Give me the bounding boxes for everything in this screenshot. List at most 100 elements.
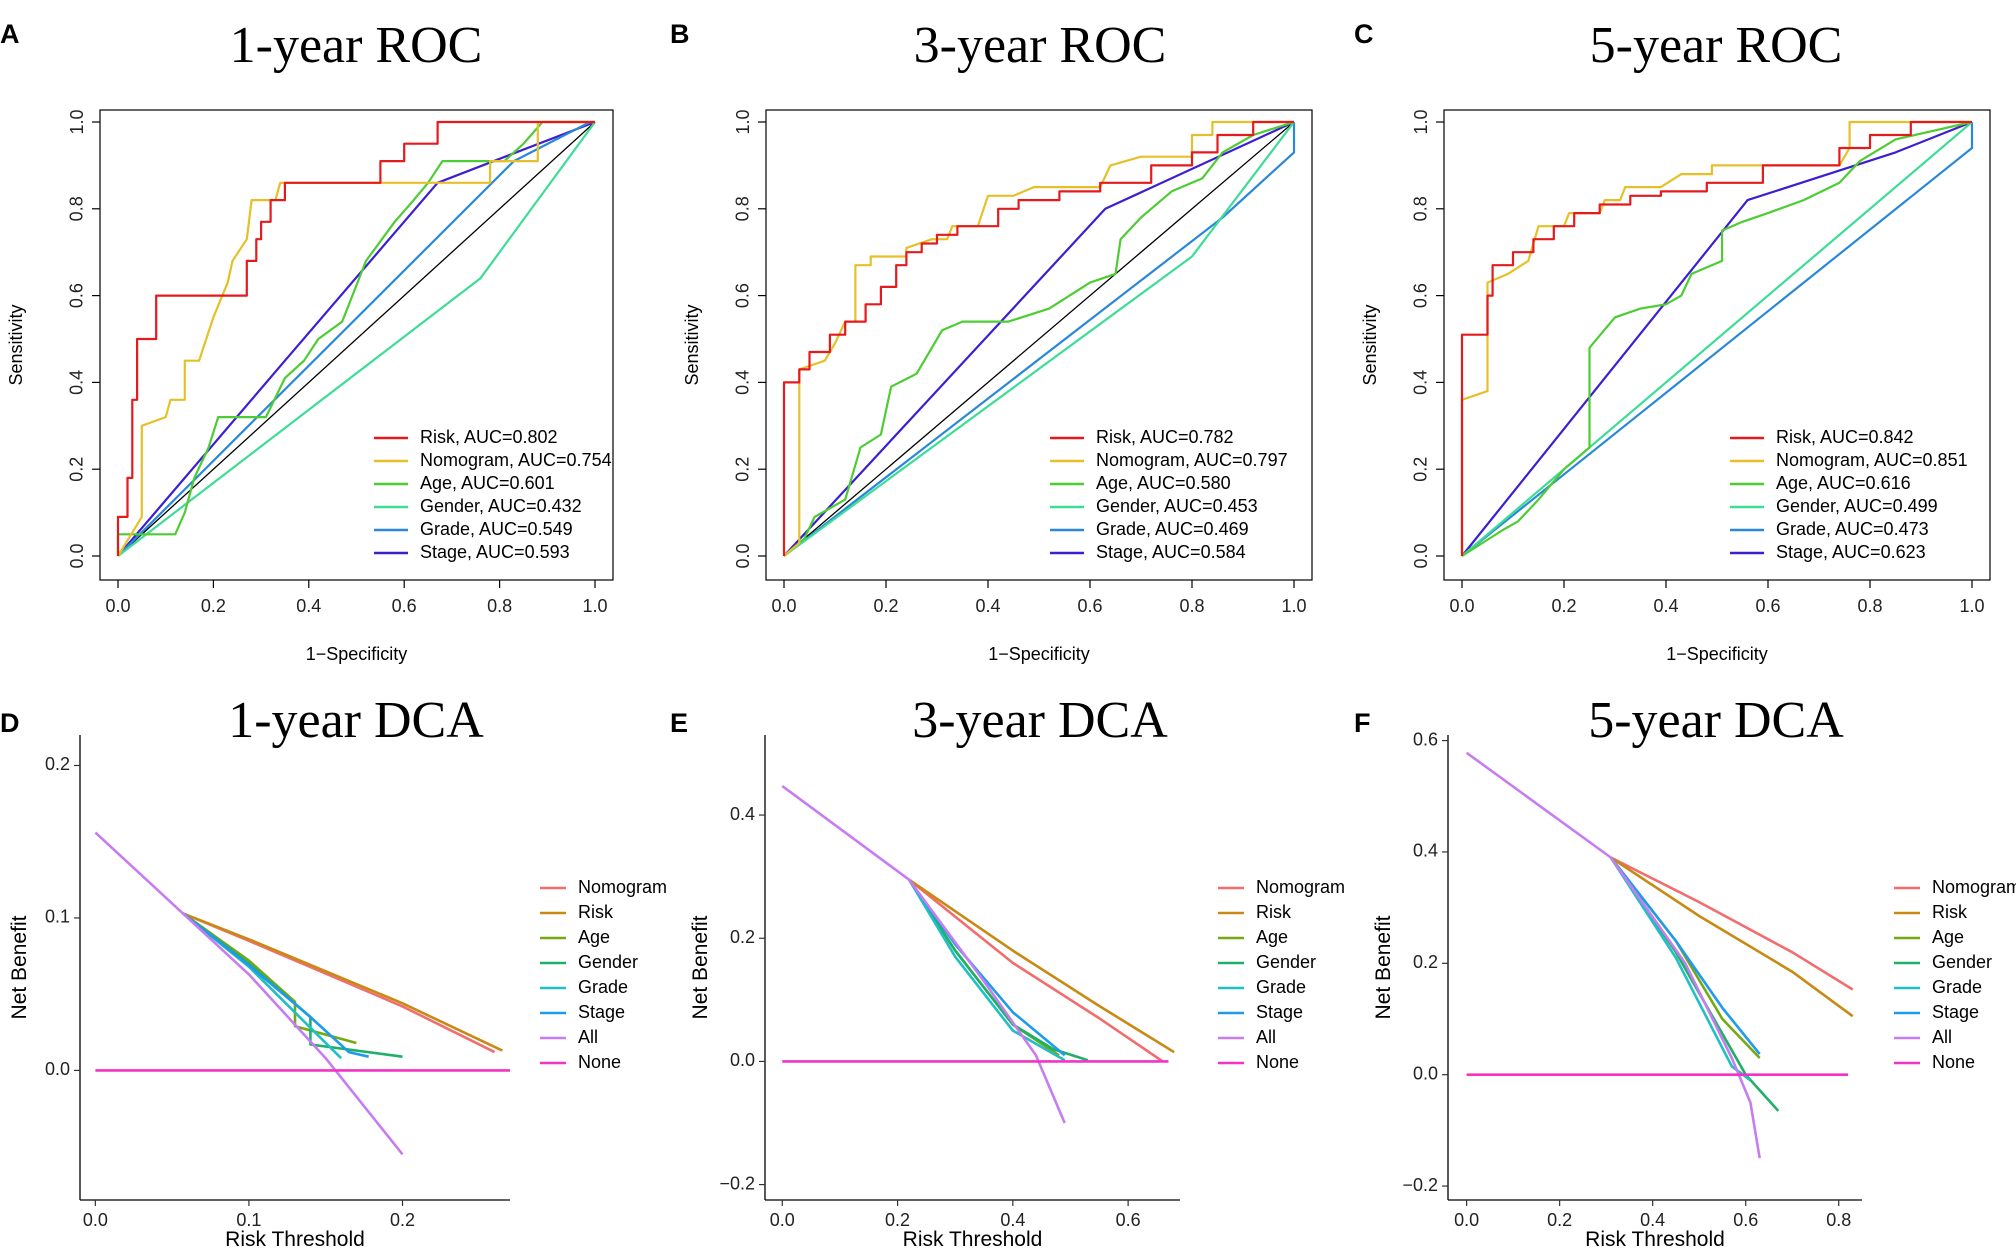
y-tick-label: 0.2 bbox=[1411, 457, 1431, 482]
y-axis-label: Net Benefit bbox=[689, 915, 712, 1019]
legend-label: Gender bbox=[1256, 952, 1316, 972]
panel-b: B 3-year ROC 0.0 0.2 0.4 0.6 0.8 1.0 0.0 0.2 0.4 0.… bbox=[670, 17, 1313, 664]
chart-title: 3-year ROC bbox=[914, 17, 1167, 74]
legend-label: Nomogram bbox=[578, 877, 667, 897]
x-tick-label: 0.6 bbox=[1077, 596, 1102, 616]
legend-label: Gender bbox=[578, 952, 638, 972]
x-tick-label: 0.2 bbox=[201, 596, 226, 616]
y-tick-label: 0.2 bbox=[730, 927, 755, 947]
y-tick-label: 0.8 bbox=[1411, 196, 1431, 221]
series-line-gender bbox=[117, 121, 596, 557]
series-line-all bbox=[94, 831, 404, 1156]
x-tick-label: 0.6 bbox=[1755, 596, 1780, 616]
legend: Risk, AUC=0.802 Nomogram, AUC=0.754 Age, A… bbox=[374, 427, 612, 562]
x-tick-label: 0.0 bbox=[83, 1210, 108, 1230]
series-line-age bbox=[1461, 120, 1973, 557]
x-axis-label: 1−Specificity bbox=[1666, 644, 1768, 664]
series-line-age bbox=[908, 878, 1060, 1057]
panel-letter: F bbox=[1354, 708, 1371, 738]
series-line-gender bbox=[1461, 121, 1973, 557]
series-line-gender bbox=[783, 121, 1295, 557]
series-line-grade bbox=[907, 879, 1066, 1062]
series-line-age bbox=[783, 120, 1295, 557]
x-axis-label: 1−Specificity bbox=[988, 644, 1090, 664]
panel-c: C 5-year ROC 0.0 0.2 0.4 0.6 0.8 1.0 0.0 0.2 0.4 0.… bbox=[1354, 17, 1991, 664]
series-line-stage bbox=[783, 121, 1295, 557]
x-tick-label: 0.8 bbox=[1179, 596, 1204, 616]
y-tick-label: 0.1 bbox=[45, 907, 70, 927]
x-tick-label: 0.8 bbox=[487, 596, 512, 616]
series-line-risk bbox=[182, 912, 503, 1052]
legend-label: Gender, AUC=0.453 bbox=[1096, 496, 1258, 516]
y-axis-label: Net Benefit bbox=[8, 915, 31, 1019]
chart-title: 3-year DCA bbox=[912, 692, 1168, 749]
x-tick-label: 0.0 bbox=[1454, 1210, 1479, 1230]
legend: Nomogram Risk Age Gender Grade Stage All None bbox=[1894, 877, 2016, 1072]
legend-label: Stage, AUC=0.623 bbox=[1776, 542, 1926, 562]
x-tick-label: 0.8 bbox=[1826, 1210, 1851, 1230]
legend: Risk, AUC=0.782 Nomogram, AUC=0.797 Age, A… bbox=[1050, 427, 1288, 562]
legend-label: Risk bbox=[578, 902, 614, 922]
series-line-stage bbox=[1609, 856, 1761, 1055]
y-tick-label: −0.2 bbox=[719, 1173, 755, 1193]
x-axis-label: Risk Threshold bbox=[225, 1228, 365, 1250]
x-tick-label: 1.0 bbox=[1281, 596, 1306, 616]
plot-frame bbox=[99, 109, 614, 581]
x-tick-label: 0.1 bbox=[236, 1210, 261, 1230]
x-tick-label: 0.4 bbox=[1640, 1210, 1665, 1230]
legend-label: Grade, AUC=0.469 bbox=[1096, 519, 1249, 539]
panel-letter: C bbox=[1354, 19, 1374, 49]
legend-label: Stage, AUC=0.584 bbox=[1096, 542, 1246, 562]
series-line-risk bbox=[1610, 856, 1854, 1018]
legend-label: All bbox=[578, 1027, 598, 1047]
y-tick-label: 0.2 bbox=[67, 457, 87, 482]
legend-label: Risk bbox=[1932, 902, 1968, 922]
y-tick-label: 0.4 bbox=[730, 804, 755, 824]
legend-label: Nomogram, AUC=0.797 bbox=[1096, 450, 1288, 470]
x-tick-label: 0.8 bbox=[1857, 596, 1882, 616]
series-line-grade bbox=[1461, 122, 1974, 557]
legend-label: Nomogram bbox=[1932, 877, 2016, 897]
x-tick-label: 0.4 bbox=[296, 596, 321, 616]
legend-label: None bbox=[1256, 1052, 1299, 1072]
legend-label: Risk, AUC=0.842 bbox=[1776, 427, 1914, 447]
legend: Risk, AUC=0.842 Nomogram, AUC=0.851 Age, A… bbox=[1730, 427, 1968, 562]
series-line-all bbox=[781, 785, 1066, 1124]
y-tick-label: 0.4 bbox=[1411, 370, 1431, 395]
series-line-risk bbox=[1460, 120, 1972, 556]
legend-label: Grade bbox=[578, 977, 628, 997]
legend-label: Nomogram, AUC=0.851 bbox=[1776, 450, 1968, 470]
y-tick-label: 0.0 bbox=[730, 1050, 755, 1070]
y-tick-label: 0.0 bbox=[67, 543, 87, 568]
y-axis-label: Net Benefit bbox=[1372, 915, 1395, 1019]
y-tick-label: 0.0 bbox=[733, 543, 753, 568]
y-axis-label: Sensitivity bbox=[682, 304, 702, 385]
chart-title: 5-year DCA bbox=[1588, 692, 1844, 749]
x-tick-label: 1.0 bbox=[582, 596, 607, 616]
panel-f: F 5-year DCA 0.0 0.2 0.4 0.6 0.8 −0.2 0.0 0.2 0.4 0… bbox=[1354, 692, 2016, 1250]
x-axis-label: Risk Threshold bbox=[1585, 1228, 1725, 1250]
legend-label: Grade, AUC=0.473 bbox=[1776, 519, 1929, 539]
y-tick-label: 1.0 bbox=[1411, 109, 1431, 134]
series-line-nomogram bbox=[117, 120, 595, 557]
y-tick-label: 0.2 bbox=[1413, 952, 1438, 972]
legend-label: Grade bbox=[1256, 977, 1306, 997]
series-line-stage bbox=[182, 912, 369, 1058]
legend-label: Stage bbox=[1932, 1002, 1979, 1022]
chart-title: 5-year ROC bbox=[1590, 17, 1843, 74]
x-tick-label: 0.0 bbox=[771, 596, 796, 616]
legend-label: Risk bbox=[1256, 902, 1292, 922]
panel-a: A 1-year ROC 0.0 0.2 0.4 0.6 0.8 1.0 0.0 0.2 0.4 0.… bbox=[0, 17, 614, 664]
y-tick-label: 0.2 bbox=[733, 457, 753, 482]
x-tick-label: 0.6 bbox=[1116, 1210, 1141, 1230]
legend-label: All bbox=[1256, 1027, 1276, 1047]
legend-label: Gender, AUC=0.432 bbox=[420, 496, 582, 516]
series-line-nomogram bbox=[783, 120, 1294, 557]
x-tick-label: 0.6 bbox=[1733, 1210, 1758, 1230]
legend-label: All bbox=[1932, 1027, 1952, 1047]
y-tick-label: −0.2 bbox=[1402, 1175, 1438, 1195]
series-line-risk bbox=[782, 120, 1294, 556]
x-tick-label: 0.0 bbox=[770, 1210, 795, 1230]
x-tick-label: 1.0 bbox=[1959, 596, 1984, 616]
